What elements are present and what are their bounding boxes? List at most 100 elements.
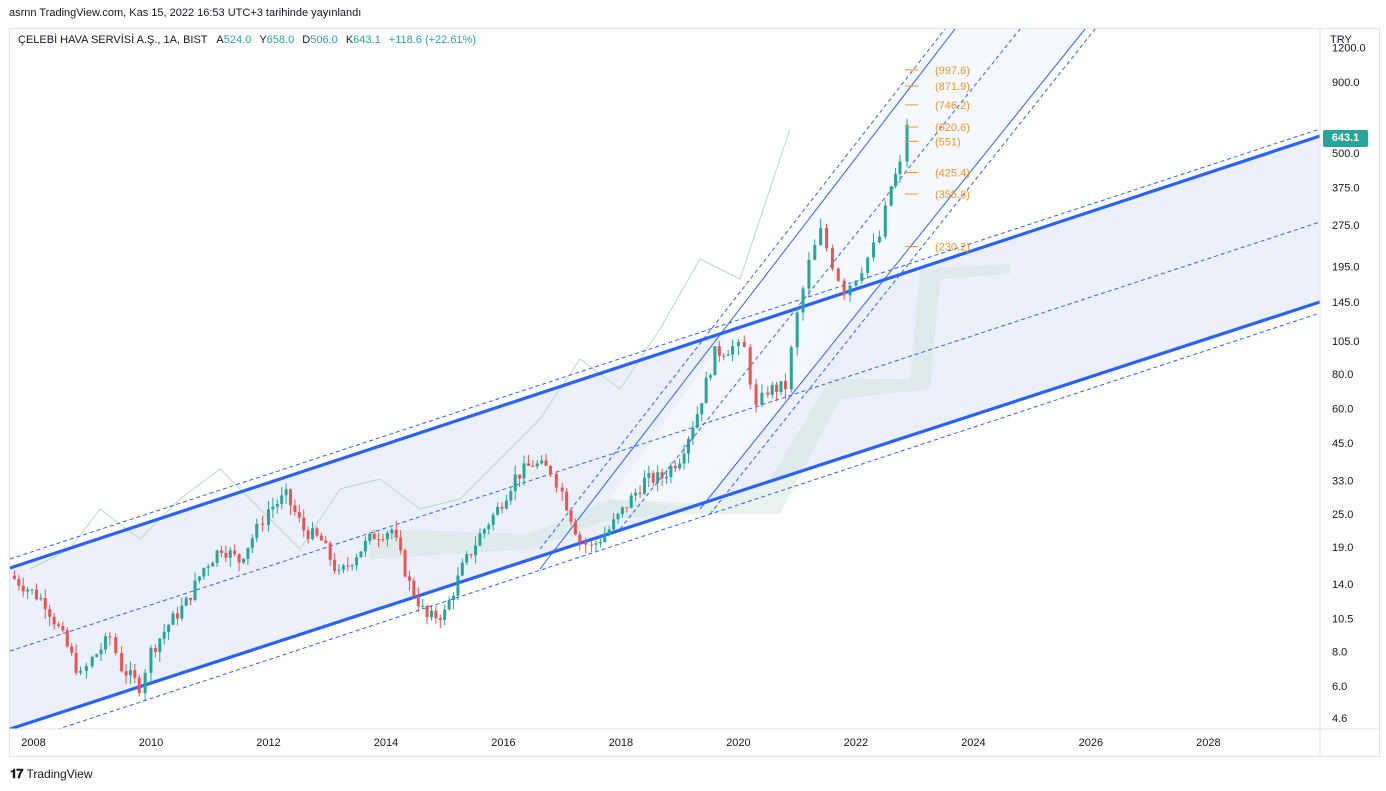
candle-body[interactable] bbox=[775, 384, 779, 392]
candle-body[interactable] bbox=[612, 519, 616, 530]
candle-body[interactable] bbox=[518, 474, 522, 479]
candle-body[interactable] bbox=[754, 384, 758, 405]
candle-body[interactable] bbox=[540, 460, 544, 464]
candle-body[interactable] bbox=[193, 580, 197, 601]
candle-body[interactable] bbox=[385, 533, 389, 540]
candle-body[interactable] bbox=[813, 245, 817, 260]
candle-body[interactable] bbox=[84, 666, 88, 671]
candle-body[interactable] bbox=[120, 653, 124, 672]
candle-body[interactable] bbox=[12, 575, 16, 579]
candle-body[interactable] bbox=[554, 473, 558, 488]
candle-body[interactable] bbox=[114, 637, 118, 654]
candle-body[interactable] bbox=[255, 523, 259, 539]
candle-body[interactable] bbox=[443, 609, 447, 620]
candle-body[interactable] bbox=[748, 347, 752, 385]
candle-body[interactable] bbox=[70, 646, 74, 653]
candle-body[interactable] bbox=[124, 671, 128, 676]
candle-body[interactable] bbox=[854, 280, 858, 286]
candle-body[interactable] bbox=[399, 537, 403, 551]
candle-body[interactable] bbox=[137, 677, 141, 694]
candle-body[interactable] bbox=[289, 489, 293, 506]
candle-body[interactable] bbox=[531, 465, 535, 467]
candle-body[interactable] bbox=[162, 631, 166, 639]
channel-lower-line[interactable] bbox=[10, 300, 1320, 729]
candle-body[interactable] bbox=[280, 495, 284, 504]
candle-body[interactable] bbox=[620, 507, 624, 514]
steep-upper-line[interactable] bbox=[539, 29, 956, 570]
candle-body[interactable] bbox=[584, 542, 588, 545]
candle-body[interactable] bbox=[736, 341, 740, 347]
candle-body[interactable] bbox=[647, 473, 651, 478]
candle-body[interactable] bbox=[682, 453, 686, 464]
candle-body[interactable] bbox=[795, 312, 799, 348]
candle-body[interactable] bbox=[56, 624, 60, 627]
candle-body[interactable] bbox=[261, 523, 265, 526]
candle-body[interactable] bbox=[889, 186, 893, 206]
candle-body[interactable] bbox=[742, 341, 746, 348]
candle-body[interactable] bbox=[625, 507, 629, 509]
candle-body[interactable] bbox=[664, 476, 668, 479]
candle-body[interactable] bbox=[898, 161, 902, 174]
candle-body[interactable] bbox=[271, 506, 275, 510]
candle-body[interactable] bbox=[452, 595, 456, 601]
candle-body[interactable] bbox=[709, 375, 713, 378]
candle-body[interactable] bbox=[350, 565, 354, 567]
candle-body[interactable] bbox=[429, 610, 433, 618]
candle-body[interactable] bbox=[184, 597, 188, 606]
channel-upper-line[interactable] bbox=[10, 134, 1320, 570]
candle-body[interactable] bbox=[491, 514, 495, 525]
candle-body[interactable] bbox=[513, 474, 517, 492]
candle-body[interactable] bbox=[315, 528, 319, 536]
candle-body[interactable] bbox=[560, 487, 564, 492]
candle-body[interactable] bbox=[522, 463, 526, 479]
candle-body[interactable] bbox=[381, 539, 385, 541]
candle-body[interactable] bbox=[634, 492, 638, 496]
candle-body[interactable] bbox=[482, 529, 486, 534]
candle-body[interactable] bbox=[819, 227, 823, 246]
candle-body[interactable] bbox=[328, 543, 332, 560]
candle-body[interactable] bbox=[319, 535, 323, 541]
candle-body[interactable] bbox=[695, 414, 699, 428]
candle-body[interactable] bbox=[372, 534, 376, 540]
candle-body[interactable] bbox=[48, 609, 52, 617]
candle-body[interactable] bbox=[224, 552, 228, 558]
candle-body[interactable] bbox=[894, 173, 898, 187]
candle-body[interactable] bbox=[346, 565, 350, 567]
candle-body[interactable] bbox=[211, 562, 215, 567]
candle-body[interactable] bbox=[26, 589, 30, 592]
footer-brand[interactable]: 𝟏𝟕 TradingView bbox=[10, 766, 93, 782]
candle-body[interactable] bbox=[760, 392, 764, 405]
candle-body[interactable] bbox=[74, 652, 78, 673]
candle-body[interactable] bbox=[412, 580, 416, 596]
candle-body[interactable] bbox=[883, 205, 887, 237]
candle-body[interactable] bbox=[456, 575, 460, 596]
candle-body[interactable] bbox=[407, 576, 411, 581]
channel-upper-dash[interactable] bbox=[10, 128, 1320, 560]
candle-body[interactable] bbox=[78, 670, 82, 673]
candle-body[interactable] bbox=[474, 545, 478, 556]
candle-body[interactable] bbox=[434, 610, 438, 619]
candle-body[interactable] bbox=[421, 605, 425, 607]
candle-body[interactable] bbox=[275, 503, 279, 507]
candle-body[interactable] bbox=[590, 544, 594, 546]
candle-body[interactable] bbox=[355, 557, 359, 566]
candle-body[interactable] bbox=[103, 636, 107, 650]
candle-body[interactable] bbox=[594, 543, 598, 545]
candle-body[interactable] bbox=[713, 346, 717, 376]
candle-body[interactable] bbox=[607, 529, 611, 535]
steep-upper-dash[interactable] bbox=[539, 29, 946, 550]
candle-body[interactable] bbox=[297, 512, 301, 518]
candle-body[interactable] bbox=[242, 558, 246, 563]
time-axis[interactable]: 2008 2010 2012 2014 2016 2018 2020 2022 2024 2026… bbox=[21, 737, 1220, 749]
candle-body[interactable] bbox=[779, 381, 783, 392]
candle-body[interactable] bbox=[219, 550, 223, 553]
candle-body[interactable] bbox=[877, 236, 881, 243]
candle-body[interactable] bbox=[65, 630, 69, 647]
candle-body[interactable] bbox=[731, 346, 735, 355]
candle-body[interactable] bbox=[90, 656, 94, 667]
steep-lower-dash[interactable] bbox=[709, 29, 1096, 515]
candle-body[interactable] bbox=[656, 472, 660, 483]
candle-body[interactable] bbox=[830, 248, 834, 269]
candle-body[interactable] bbox=[284, 489, 288, 496]
candle-body[interactable] bbox=[306, 530, 310, 539]
